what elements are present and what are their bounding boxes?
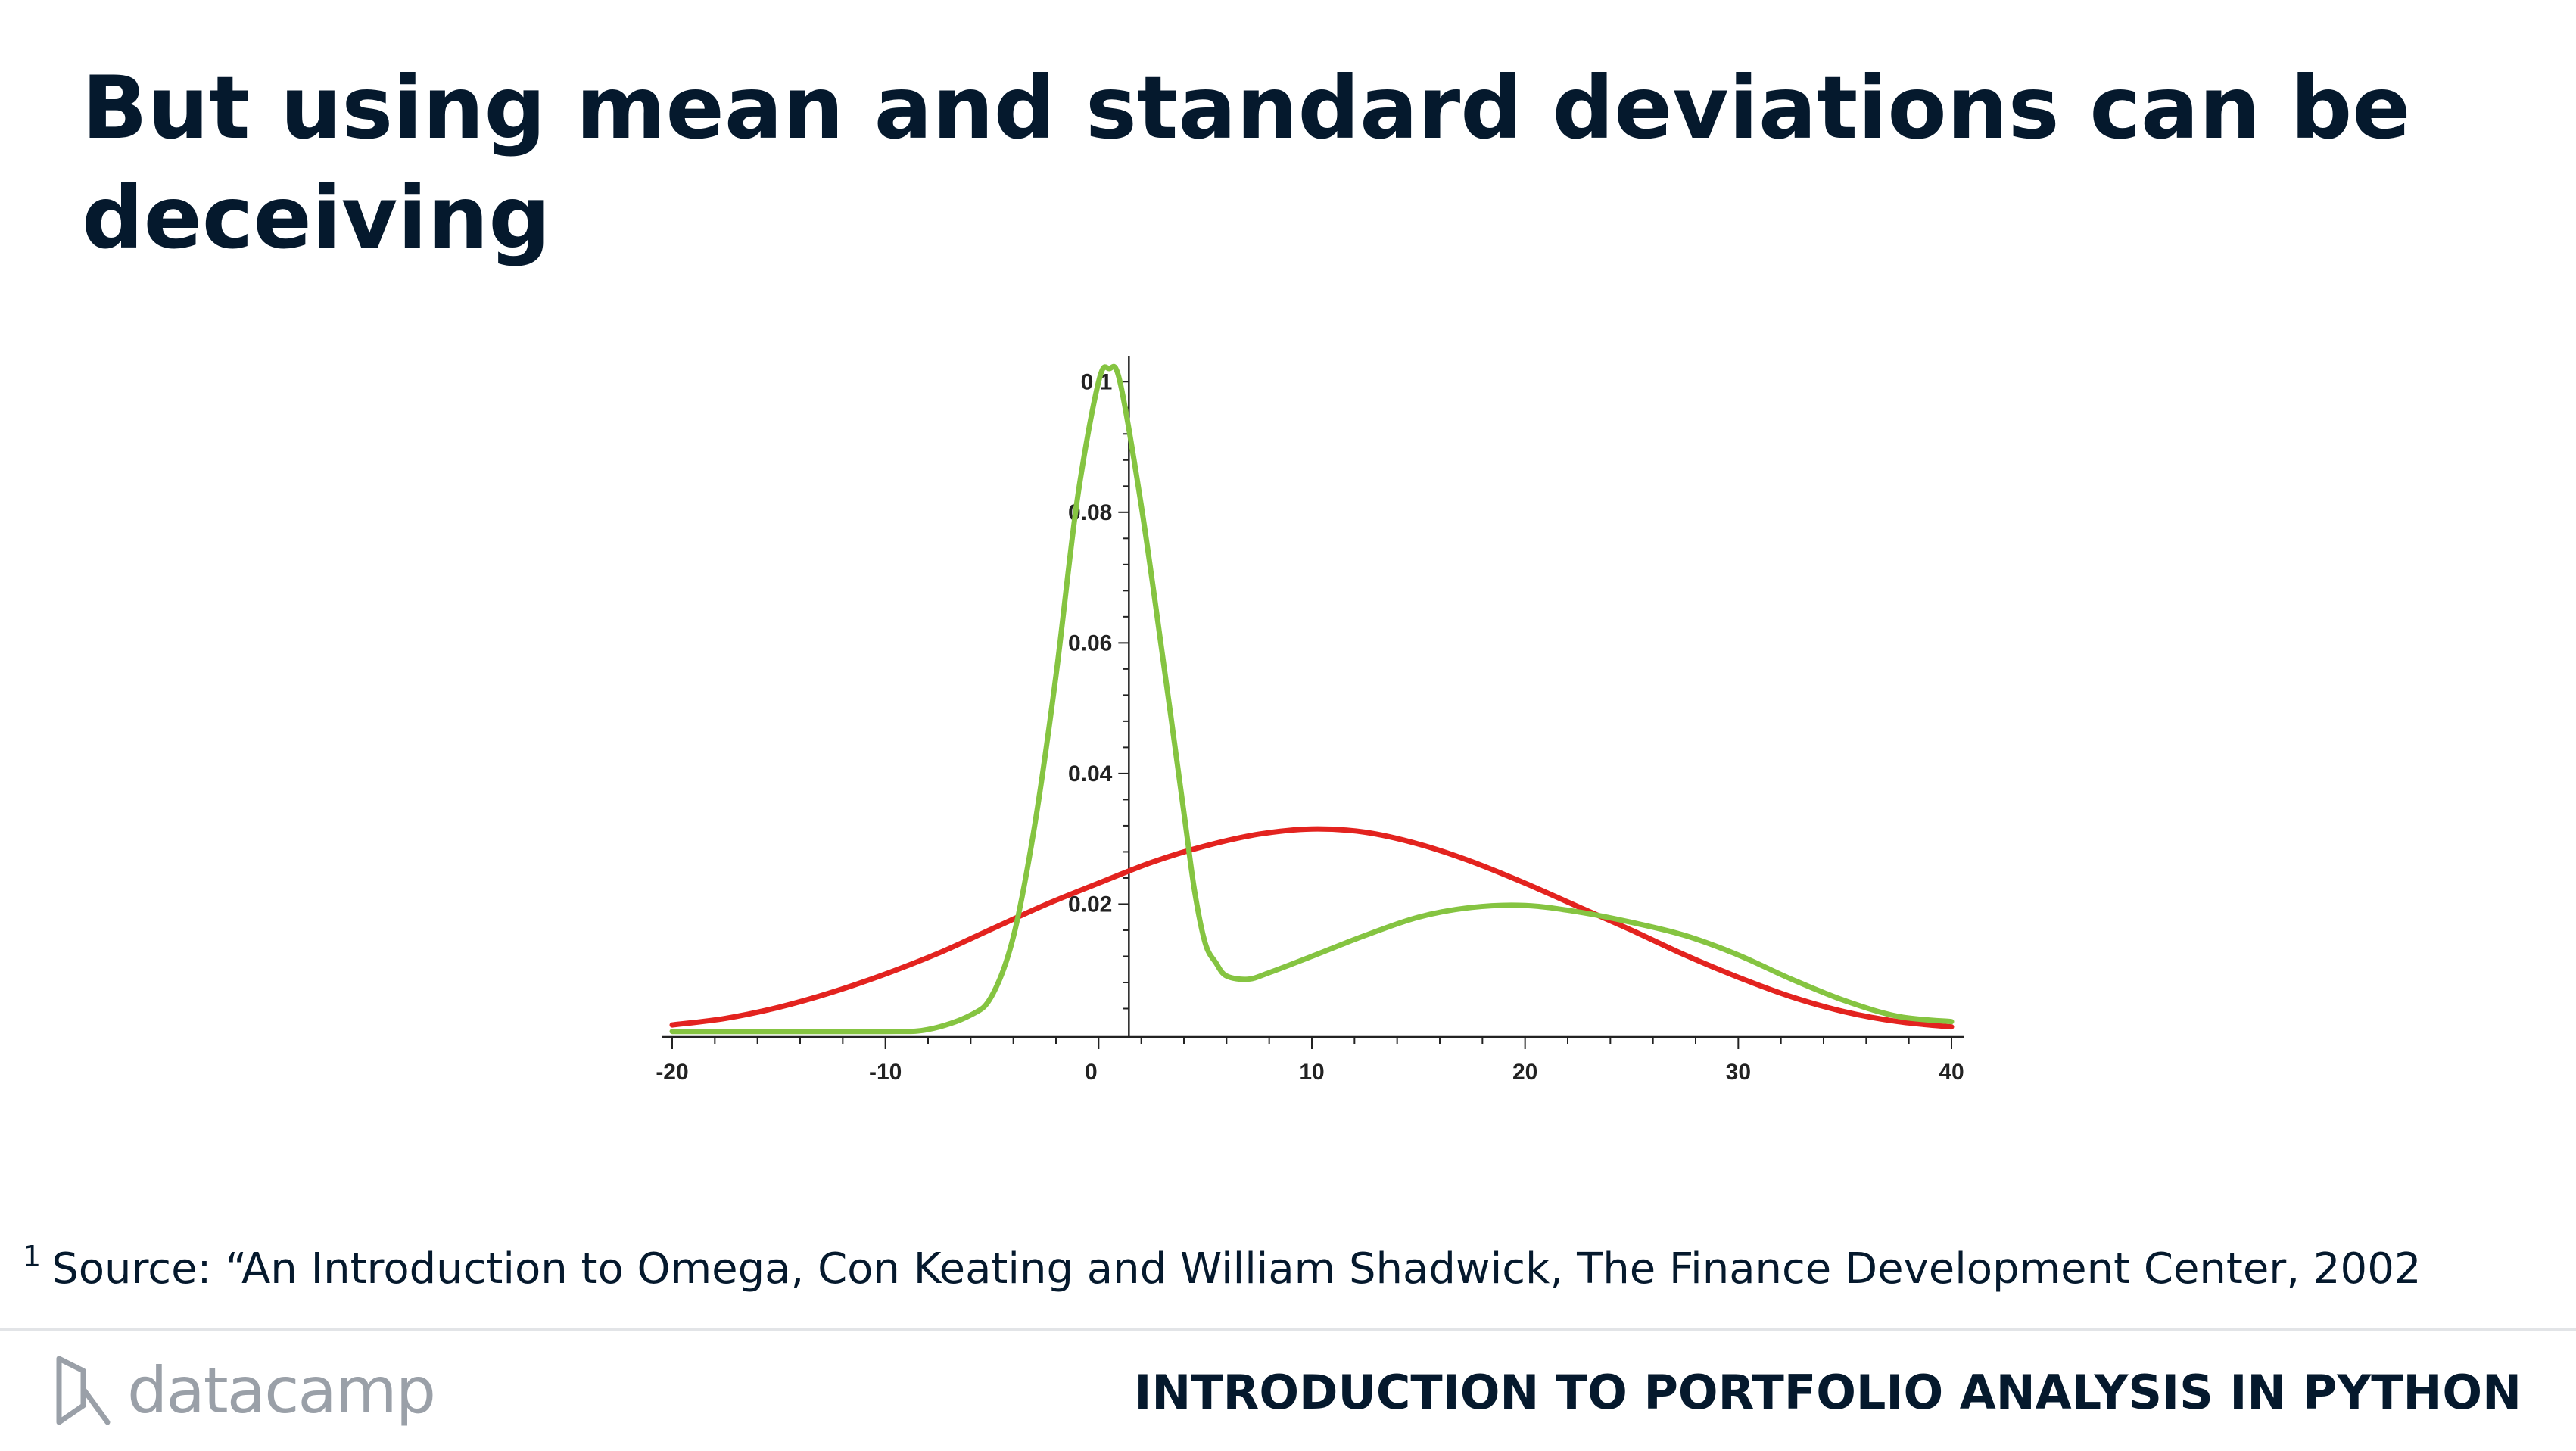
brand-name: datacamp: [127, 1353, 436, 1428]
chart-axes: -20 -10 0 10 20 30 400.020.040.060.080.1: [656, 356, 1964, 1085]
distribution-chart: -20 -10 0 10 20 30 40 0.02 0.04 0.06 0.08 0.1: [606, 333, 1991, 1105]
x-tick-label: 40: [1939, 1060, 1964, 1085]
x-tick-label: 30: [1726, 1060, 1751, 1085]
datacamp-logo: datacamp: [53, 1349, 436, 1432]
footnote-marker: 1: [23, 1240, 42, 1273]
datacamp-logo-icon: [56, 1356, 111, 1425]
series-line-green: [669, 363, 1955, 1035]
y-tick-label: 0.04: [1068, 761, 1113, 786]
x-tick-label: 20: [1512, 1060, 1537, 1085]
chart-svg: -20 -10 0 10 20 30 400.020.040.060.080.1: [656, 356, 1964, 1085]
slide-title: But using mean and standard deviations c…: [82, 58, 2411, 268]
series-line-red: [669, 826, 1955, 1030]
x-tick-label: -20: [656, 1060, 688, 1085]
y-tick-label: 0.06: [1068, 631, 1112, 655]
chart-series: [669, 363, 1955, 1035]
x-tick-label: -10: [869, 1060, 902, 1085]
footer-divider: [0, 1328, 2576, 1331]
course-title: INTRODUCTION TO PORTFOLIO ANALYSIS IN PY…: [1134, 1365, 2521, 1420]
source-footnote: 1 Source: “An Introduction to Omega, Con …: [23, 1240, 2551, 1294]
y-tick-label: 0.02: [1068, 892, 1112, 917]
footnote-text: Source: “An Introduction to Omega, Con K…: [51, 1244, 2422, 1294]
x-tick-label: 0: [1085, 1060, 1098, 1085]
x-tick-label: 10: [1299, 1060, 1324, 1085]
